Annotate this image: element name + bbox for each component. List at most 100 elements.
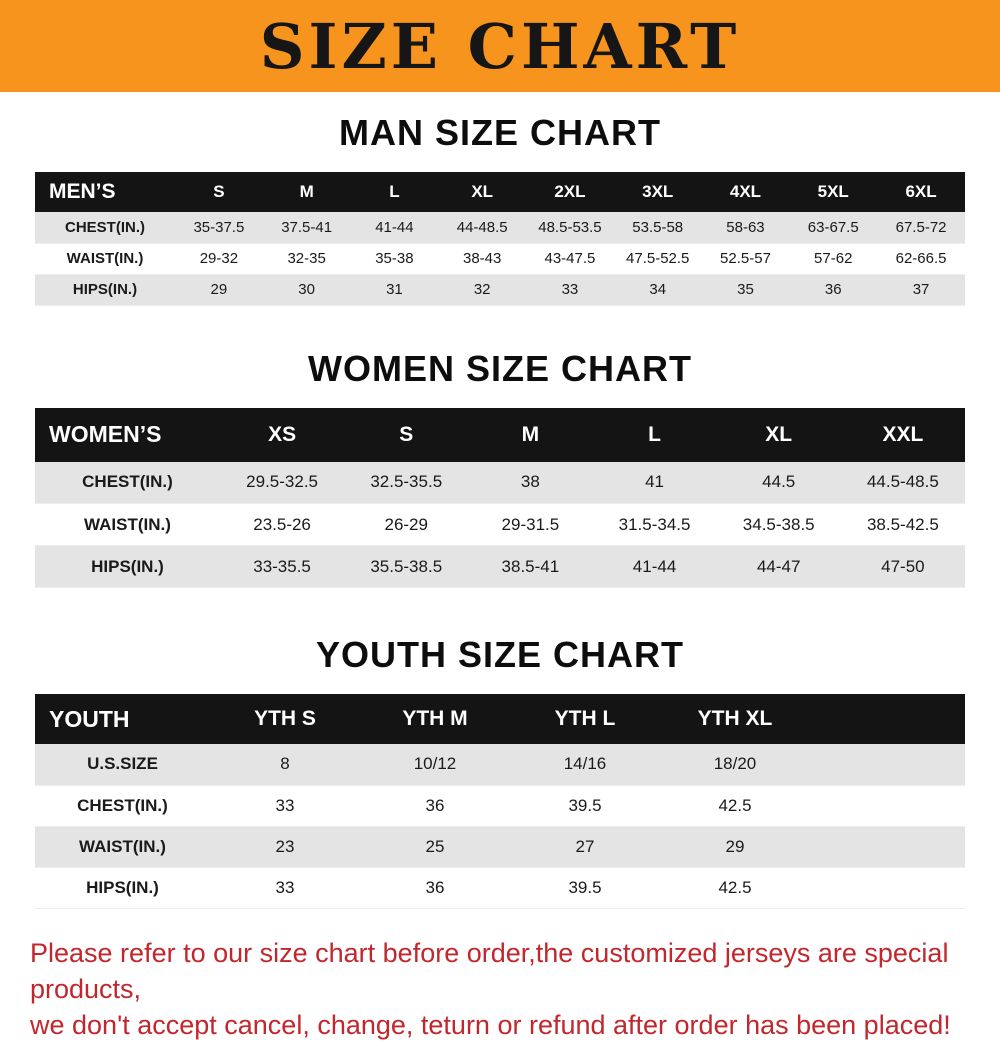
value-cell: 35 [701,274,790,305]
size-column-header: 5XL [789,172,878,212]
size-column-header: L [592,407,717,462]
value-cell: 41-44 [350,212,439,243]
value-cell: 36 [425,795,445,815]
value-cell: 18/20 [660,744,810,785]
size-column-header: M [262,172,351,212]
size-column-header: 3XL [613,172,702,212]
value-cell: 52.5-57 [720,250,771,267]
value-cell: 43-47.5 [544,250,596,267]
value-cell: 42.5 [718,877,752,897]
table-row: WAIST(IN.) 23.5-26 26-29 29-31.5 31.5-34.5 34… [35,504,965,546]
table-row: WAIST(IN.) 29-32 32-35 35-38 38-43 43-47.5 47.… [35,243,965,274]
value-cell: 32.5-35.5 [344,461,469,504]
women-section-heading: WOMEN SIZE CHART [308,347,692,389]
youth-size-table: YOUTH YTH S YTH M YTH L YTH XL U.S.SIZE 8 10/12… [35,694,965,909]
value-cell: 39.5 [568,795,602,815]
value-cell: 53.5-58 [613,212,702,243]
value-cell: 41-44 [592,545,717,588]
value-cell: 31.5-34.5 [618,514,691,534]
value-cell: 23 [210,826,360,867]
filler-cell [810,826,965,867]
value-cell: 47-50 [840,545,965,588]
size-column-header: S [175,172,263,212]
size-column-header: 4XL [701,172,790,212]
order-policy-line-1: Please refer to our size chart before or… [30,937,949,1004]
value-cell: 23.5-26 [253,514,311,534]
size-column-header: M [468,407,593,462]
value-cell: 36 [425,877,445,897]
value-cell: 42.5 [718,795,752,815]
value-cell: 63-67.5 [789,212,878,243]
size-column-header: YTH XL [660,694,810,744]
size-column-header: S [344,407,469,462]
value-cell: 37.5-41 [262,212,351,243]
size-column-header: XL [716,407,841,462]
value-cell: 44.5-48.5 [840,461,965,504]
size-column-header: XS [220,407,345,462]
value-cell: 33 [275,795,295,815]
row-label-cell: CHEST(IN.) [35,212,175,243]
order-policy-line-2: we don't accept cancel, change, teturn o… [30,1009,951,1040]
value-cell: 62-66.5 [895,250,947,267]
table-title-cell: MEN’S [35,172,175,212]
row-label-cell: WAIST(IN.) [35,826,210,867]
row-label-cell: CHEST(IN.) [35,461,220,504]
value-cell: 35.5-38.5 [344,545,469,588]
filler-cell [810,694,965,744]
table-row: CHEST(IN.) 35-37.5 37.5-41 41-44 44-48.5 48.5… [35,212,965,243]
value-cell: 31 [350,274,439,305]
womens-size-table: WOMEN’S XS S M L XL XXL CHEST(IN.) 29.5-32.5 32.5… [35,407,965,589]
size-chart-banner: SIZE CHART [0,0,1000,92]
value-cell: 44-47 [716,545,841,588]
table-title-cell: WOMEN’S [35,407,220,462]
size-column-header: YTH S [210,694,360,744]
row-label-cell: HIPS(IN.) [86,877,159,897]
filler-cell [810,785,965,826]
value-cell: 34.5-38.5 [742,514,815,534]
row-label-cell: CHEST(IN.) [77,795,168,815]
table-title-cell: YOUTH [35,694,210,744]
value-cell: 10/12 [360,744,510,785]
value-cell: 41 [592,461,717,504]
man-section-heading: MAN SIZE CHART [339,112,661,153]
value-cell: 8 [210,744,360,785]
value-cell: 33 [526,274,614,305]
value-cell: 35-37.5 [175,212,263,243]
value-cell: 37 [877,274,965,305]
value-cell: 48.5-53.5 [526,212,614,243]
table-header-row: WOMEN’S XS S M L XL XXL [35,407,965,462]
size-column-header: 2XL [526,172,614,212]
youth-section-heading: YOUTH SIZE CHART [315,634,684,675]
value-cell: 30 [262,274,351,305]
value-cell: 38.5-41 [468,545,593,588]
value-cell: 47.5-52.5 [626,250,690,267]
size-column-header: YTH M [360,694,510,744]
value-cell: 33-35.5 [220,545,345,588]
table-row: HIPS(IN.) 33 36 39.5 42.5 [35,867,965,908]
filler-cell [810,744,965,785]
value-cell: 38.5-42.5 [866,514,939,534]
value-cell: 14/16 [510,744,660,785]
row-label-cell: WAIST(IN.) [66,250,144,267]
value-cell: 38-43 [462,250,502,267]
filler-cell [810,867,965,908]
size-column-header: YTH L [510,694,660,744]
value-cell: 32-35 [287,250,326,267]
table-row: HIPS(IN.) 29 30 31 32 33 34 35 36 37 [35,274,965,305]
table-header-row: YOUTH YTH S YTH M YTH L YTH XL [35,694,965,744]
value-cell: 32 [438,274,527,305]
value-cell: 29 [175,274,263,305]
value-cell: 39.5 [568,877,602,897]
value-cell: 38 [468,461,593,504]
table-row: CHEST(IN.) 33 36 39.5 42.5 [35,785,965,826]
table-row: U.S.SIZE 8 10/12 14/16 18/20 [35,744,965,785]
value-cell: 44.5 [716,461,841,504]
value-cell: 29-32 [199,250,239,267]
row-label-cell: WAIST(IN.) [84,514,171,534]
table-row: CHEST(IN.) 29.5-32.5 32.5-35.5 38 41 44.5 44.5… [35,461,965,504]
size-column-header: XL [438,172,527,212]
value-cell: 58-63 [701,212,790,243]
row-label-cell: HIPS(IN.) [35,274,175,305]
order-policy-note: Please refer to our size chart before or… [30,935,1000,1043]
table-row: WAIST(IN.) 23 25 27 29 [35,826,965,867]
